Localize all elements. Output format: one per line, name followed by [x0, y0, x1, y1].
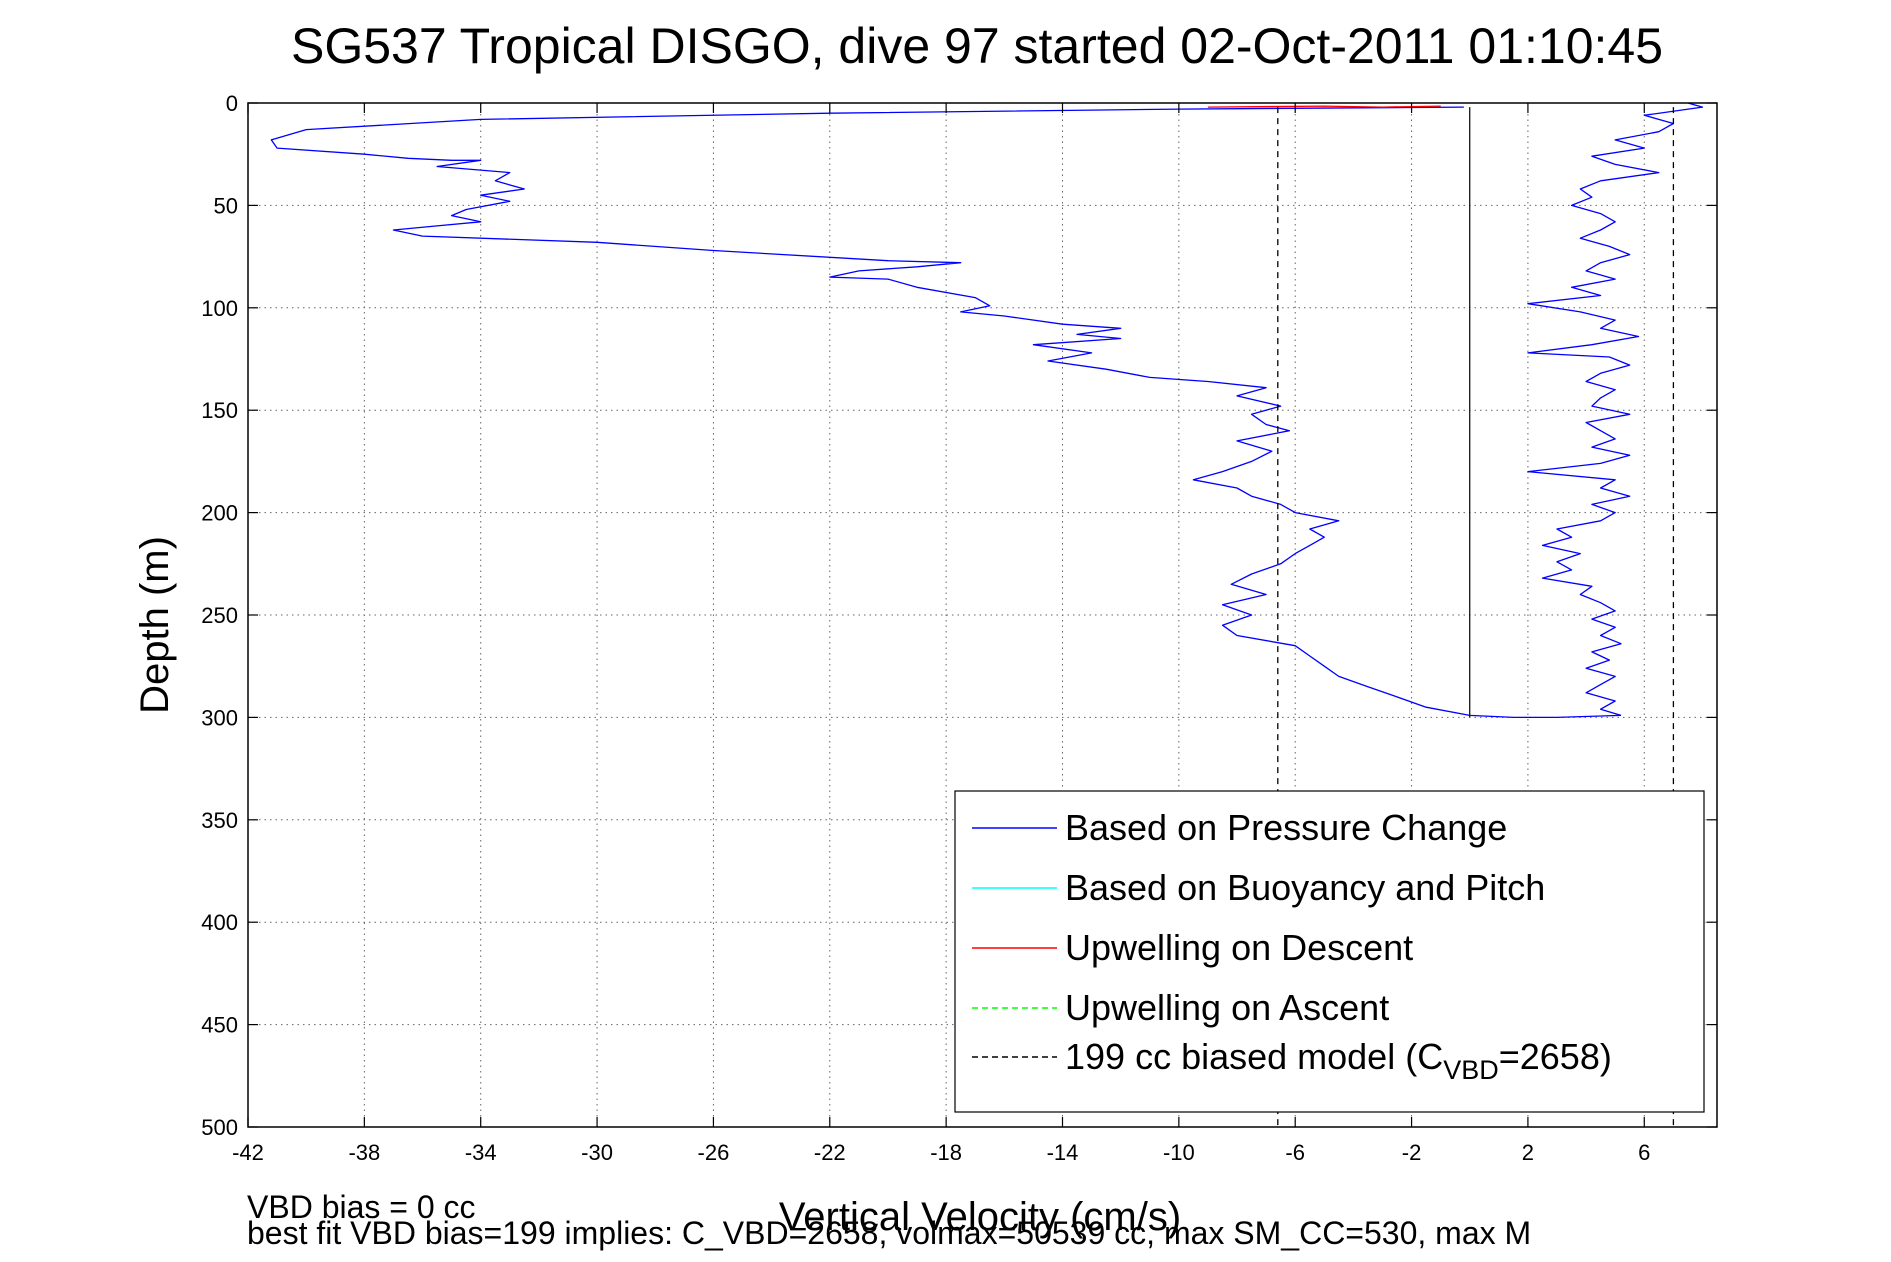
- y-tick-label: 400: [201, 910, 238, 935]
- x-tick-label: -10: [1163, 1140, 1195, 1165]
- legend-label: Based on Buoyancy and Pitch: [1065, 867, 1545, 908]
- legend-label-tail: =2658): [1499, 1036, 1612, 1077]
- y-tick-label: 150: [201, 398, 238, 423]
- x-tick-label: -38: [348, 1140, 380, 1165]
- y-tick-label: 350: [201, 808, 238, 833]
- x-axis-label: Vertical Velocity (cm/s): [779, 1195, 1181, 1239]
- legend-box: [954, 790, 1705, 1113]
- x-tick-label: -34: [465, 1140, 497, 1165]
- y-tick-label: 300: [201, 705, 238, 730]
- y-tick-label: 200: [201, 501, 238, 526]
- x-tick-label: -22: [814, 1140, 846, 1165]
- x-tick-label: -26: [698, 1140, 730, 1165]
- y-tick-label: 50: [214, 193, 238, 218]
- x-tick-label: -6: [1285, 1140, 1305, 1165]
- x-tick-label: 2: [1522, 1140, 1534, 1165]
- x-tick-label: -30: [581, 1140, 613, 1165]
- x-tick-label: 6: [1638, 1140, 1650, 1165]
- chart-title: SG537 Tropical DISGO, dive 97 started 02…: [291, 18, 1663, 74]
- x-tick-label: -14: [1047, 1140, 1079, 1165]
- legend-label: Based on Pressure Change: [1065, 807, 1507, 848]
- y-tick-label: 100: [201, 296, 238, 321]
- tick-layer: -42 -38 -34 -30 -26 -22 -18 -14 -10 -6 -2 2 60501001…: [201, 91, 1717, 1165]
- footnote-vbd-bias: VBD bias = 0 cc: [247, 1189, 476, 1225]
- legend-label: Upwelling on Ascent: [1065, 987, 1389, 1028]
- x-tick-label: -42: [232, 1140, 264, 1165]
- legend-subscript: VBD: [1443, 1055, 1499, 1085]
- legend-label: 199 cc biased model (CVBD=2658): [1065, 1036, 1612, 1085]
- x-tick-label: -2: [1402, 1140, 1422, 1165]
- legend-label: Upwelling on Descent: [1065, 927, 1413, 968]
- y-axis-label: Depth (m): [133, 536, 177, 714]
- series-line-1: [1527, 102, 1704, 717]
- y-tick-label: 450: [201, 1013, 238, 1038]
- series-line-0: [270, 106, 1622, 719]
- legend: Based on Pressure Change Based on Buoyanc…: [954, 790, 1705, 1113]
- y-tick-label: 0: [226, 91, 238, 116]
- x-tick-label: -18: [930, 1140, 962, 1165]
- y-tick-label: 500: [201, 1115, 238, 1140]
- footnote-best-fit: best fit VBD bias=199 implies: C_VBD=265…: [247, 1215, 1531, 1251]
- y-tick-label: 250: [201, 603, 238, 628]
